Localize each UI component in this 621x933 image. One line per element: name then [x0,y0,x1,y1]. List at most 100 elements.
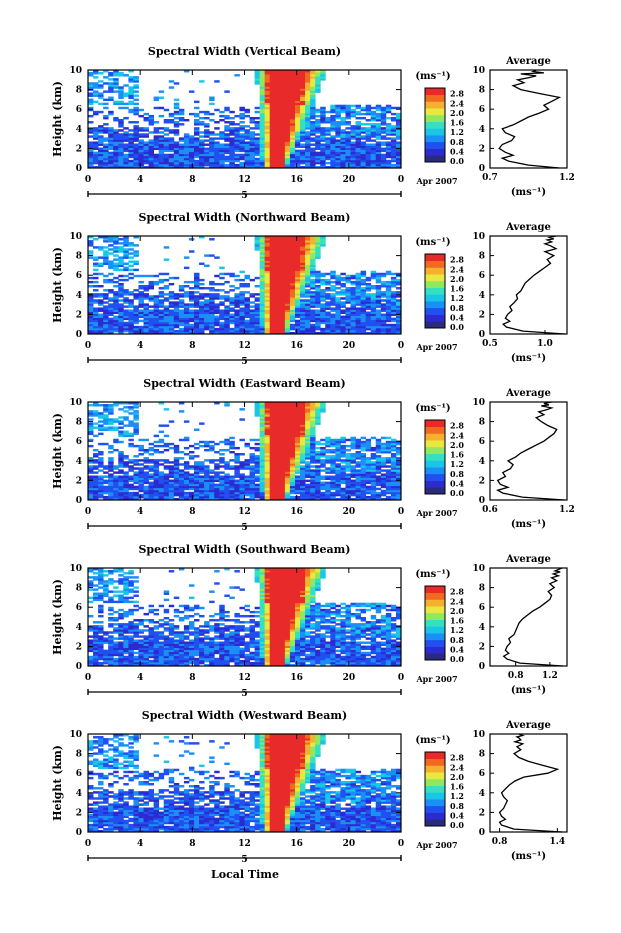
heatmap-cell [159,90,164,92]
heatmap-cells [88,70,401,168]
heatmap-cell [214,451,219,453]
heatmap-cell [108,457,113,459]
heatmap-cell [164,449,169,451]
heatmap-cell [361,117,366,119]
heatmap-cell [179,123,184,125]
heatmap-cell [250,279,255,281]
heatmap-cell [351,275,356,277]
heatmap-cell [386,141,391,143]
heatmap-cell [189,113,194,115]
heatmap-cell [250,310,255,312]
heatmap-cell [133,422,138,424]
heatmap-cell [214,80,219,82]
heatmap-cell [391,137,396,139]
heatmap-cell [88,99,93,101]
heatmap-cell [103,279,108,281]
heatmap-cell [194,273,199,275]
heatmap-cell [335,275,340,277]
colorbar-tick-label: 1.2 [450,293,464,303]
heatmap-cell [149,131,154,133]
heatmap-cell [219,115,224,117]
heatmap-cell [133,90,138,92]
heatmap-cell [310,279,315,281]
heatmap-cell [93,289,98,291]
heatmap-cell [305,299,310,301]
average-x-tick-label: 0.7 [482,173,498,183]
heatmap-cell [179,439,184,441]
heatmap-cell [123,154,128,156]
heatmap-cell [391,164,396,166]
heatmap-cell [103,103,108,105]
heatmap-cell [361,287,366,289]
colorbar-tick-label: 2.4 [450,264,464,274]
heatmap-cell [199,263,204,265]
heatmap-cell [174,103,179,105]
average-title: Average [505,222,551,233]
heatmap-cell [169,420,174,422]
heatmap-cell [113,418,118,420]
heatmap-cell [159,451,164,453]
heatmap-cell [204,465,209,467]
heatmap-cell [219,283,224,285]
heatmap-cell [159,439,164,441]
heatmap-cell [219,277,224,279]
heatmap-cell [320,289,325,291]
heatmap-cell [113,427,118,429]
heatmap-cell [123,275,128,277]
heatmap-cell [108,72,113,74]
heatmap-cell [345,105,350,107]
heatmap-cell [255,303,260,305]
heatmap-cell [98,424,103,426]
heatmap-cell [229,476,234,478]
heatmap-cell [391,117,396,119]
heatmap-cell [113,78,118,80]
heatmap-cell [189,492,194,494]
heatmap-cell [88,445,93,447]
colorbar-tick-label: 0.4 [450,312,464,322]
heatmap-cell [189,250,194,252]
average-y-tick-label: 4 [479,291,485,301]
heatmap-cell [88,418,93,420]
heatmap-cell [179,410,184,412]
heatmap-cell [108,451,113,453]
y-tick-label: 2 [76,144,82,154]
heatmap-cell [123,455,128,457]
heatmap-cell [255,133,260,135]
heatmap-cell [103,471,108,473]
heatmap-cell [224,90,229,92]
heatmap-cell [290,324,295,326]
heatmap-cell [108,404,113,406]
heatmap-cell [325,287,330,289]
heatmap-cell [149,310,154,312]
heatmap-cell [108,445,113,447]
heatmap-cell [123,431,128,433]
colorbar-tick-label: 0.0 [450,322,464,332]
heatmap-cell [204,111,209,113]
heatmap-cell [245,109,250,111]
heatmap-cell [219,471,224,473]
heatmap-cell [219,301,224,303]
heatmap-cell [179,144,184,146]
heatmap-cell [209,281,214,283]
heatmap-cell [108,152,113,154]
y-tick-label: 4 [76,291,82,301]
heatmap-cell [93,449,98,451]
heatmap-cell [133,95,138,97]
heatmap-cell [245,459,250,461]
heatmap-cell [118,242,123,244]
heatmap-cell [386,117,391,119]
heatmap-cell [138,320,143,322]
colorbar-swatch [425,128,445,135]
heatmap-cell [149,139,154,141]
heatmap-cell [133,269,138,271]
heatmap-cell [194,443,199,445]
heatmap-cell [214,109,219,111]
heatmap-cell [93,422,98,424]
heatmap-cell [149,443,154,445]
colorbar-unit-label: (ms⁻¹) [415,71,450,82]
heatmap-cell [250,301,255,303]
heatmap-cell [123,416,128,418]
heatmap-cell [310,121,315,123]
heatmap-cell [154,135,159,137]
heatmap-cell [320,127,325,129]
